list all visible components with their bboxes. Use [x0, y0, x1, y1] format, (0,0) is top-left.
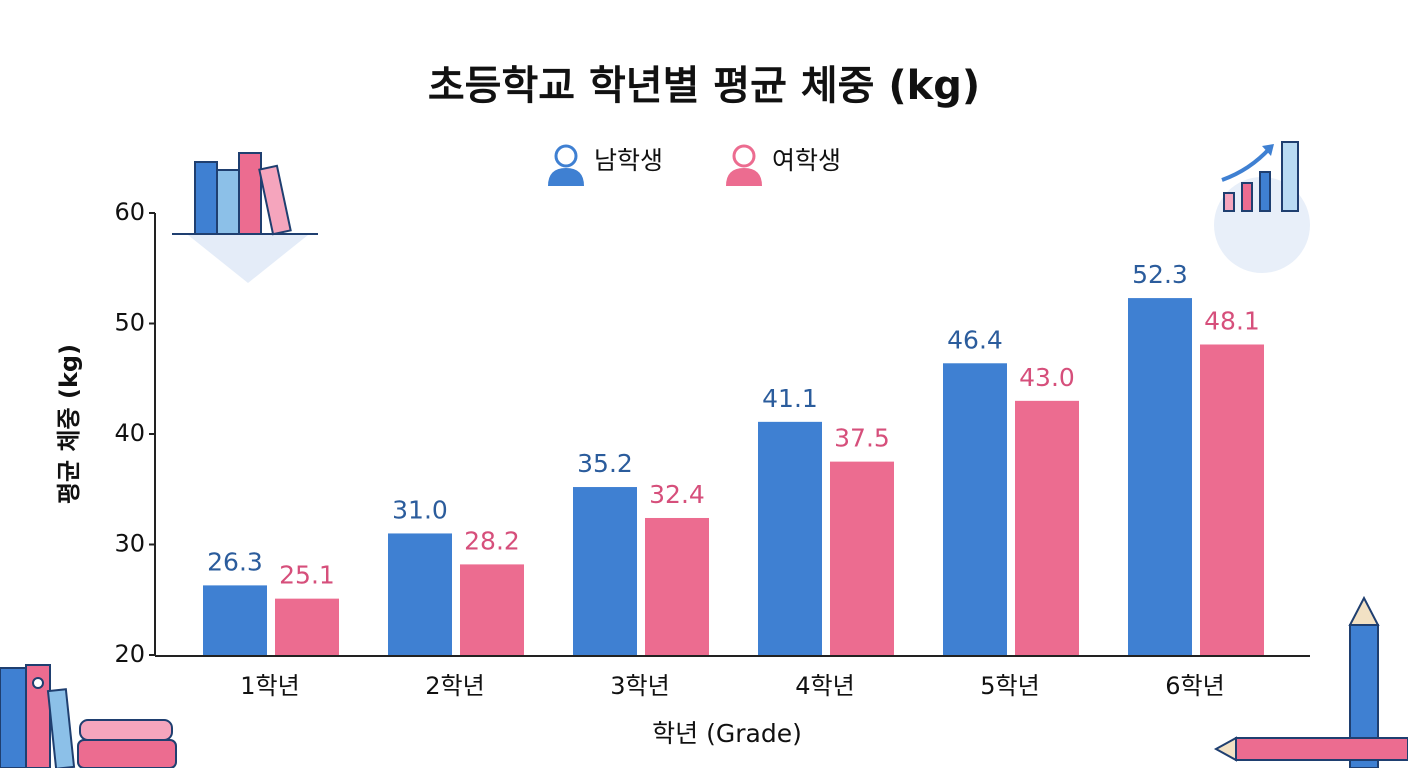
bar — [1015, 400, 1079, 655]
bar — [203, 585, 267, 655]
y-tick-label: 50 — [114, 309, 145, 337]
legend-icon-head — [732, 144, 756, 168]
y-tick-label: 30 — [114, 530, 145, 558]
x-tick-label: 6학년 — [1165, 672, 1224, 700]
value-label: 26.3 — [207, 547, 263, 576]
value-label: 46.4 — [947, 325, 1003, 354]
bar — [830, 461, 894, 655]
x-axis-label: 학년 (Grade) — [652, 719, 802, 748]
y-tick-label: 60 — [114, 198, 145, 226]
decoration-books-top — [172, 152, 318, 283]
y-tick-label: 20 — [114, 640, 145, 668]
value-label: 31.0 — [392, 495, 448, 524]
value-label: 35.2 — [577, 449, 633, 478]
bar — [388, 533, 452, 655]
value-label: 25.1 — [279, 561, 335, 590]
y-axis-label: 평균 체중 (kg) — [55, 344, 83, 504]
value-label: 52.3 — [1132, 260, 1188, 289]
x-tick-label: 5학년 — [980, 672, 1039, 700]
x-tick-label: 1학년 — [240, 672, 299, 700]
x-tick-label: 2학년 — [425, 672, 484, 700]
x-tick-label: 4학년 — [795, 672, 854, 700]
decoration-growth-icon — [1214, 141, 1310, 273]
bar — [275, 598, 339, 655]
legend-icon — [726, 144, 762, 186]
value-label: 41.1 — [762, 384, 818, 413]
decoration-books-bottom — [0, 664, 177, 768]
decoration-pencils — [1213, 595, 1408, 768]
bar — [573, 487, 637, 655]
legend-icon-head — [554, 144, 578, 168]
legend-label: 여학생 — [772, 146, 841, 175]
x-tick-label: 3학년 — [610, 672, 669, 700]
legend-icon-body — [726, 168, 762, 186]
bar — [645, 517, 709, 655]
legend-label: 남학생 — [594, 146, 663, 175]
bar — [943, 363, 1007, 655]
value-label: 43.0 — [1019, 363, 1075, 392]
value-label: 37.5 — [834, 424, 890, 453]
bar — [1200, 344, 1264, 655]
bar — [460, 564, 524, 655]
y-tick-label: 40 — [114, 419, 145, 447]
value-label: 32.4 — [649, 480, 705, 509]
legend-icon-body — [548, 168, 584, 186]
value-label: 48.1 — [1204, 306, 1260, 335]
bar — [1128, 298, 1192, 655]
bar — [758, 421, 822, 655]
chart-title: 초등학교 학년별 평균 체중 (kg) — [428, 63, 980, 109]
value-label: 28.2 — [464, 526, 520, 555]
legend-icon — [548, 144, 584, 186]
